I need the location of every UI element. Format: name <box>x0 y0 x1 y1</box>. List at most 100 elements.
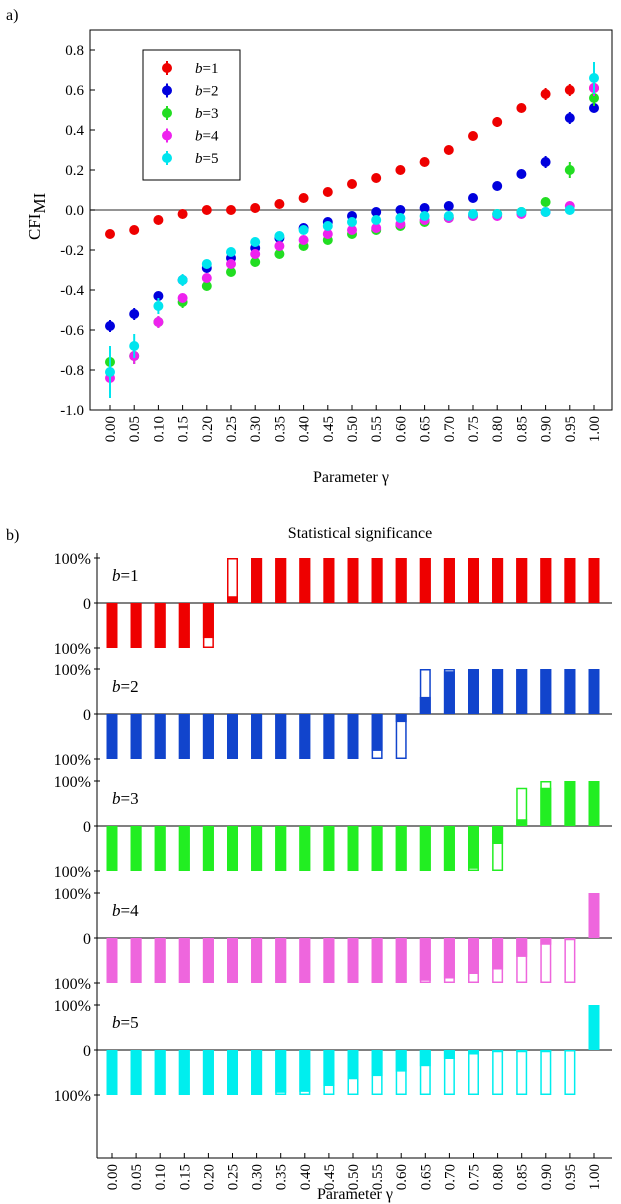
y-tick-label: 100% <box>54 752 91 769</box>
data-point <box>492 181 503 191</box>
data-point <box>540 157 551 167</box>
data-point <box>589 73 599 83</box>
y-tick-label: 0.8 <box>65 43 84 59</box>
x-tick-label: 0.65 <box>418 416 434 442</box>
plot-frame <box>89 29 613 411</box>
data-point <box>468 209 478 219</box>
data-point <box>395 205 406 215</box>
x-tick-label: 1.00 <box>587 416 603 442</box>
subplot-label-var: b <box>112 789 121 808</box>
y-tick-label: 100% <box>54 864 91 881</box>
legend-marker <box>162 108 172 118</box>
legend-label: b=5 <box>195 151 218 167</box>
y-tick-label: 0 <box>83 819 91 836</box>
bar-fill <box>371 1050 383 1077</box>
y-tick-label: 100% <box>54 662 91 679</box>
bar-fill <box>347 826 359 871</box>
x-tick-label: 0.85 <box>514 416 530 442</box>
data-point <box>201 281 212 291</box>
x-tick-label: 0.65 <box>418 1164 434 1190</box>
data-point <box>250 237 261 247</box>
bar-fill <box>202 714 214 759</box>
bar-fill <box>443 671 455 714</box>
data-point <box>322 221 333 231</box>
data-point <box>153 291 164 301</box>
subplot-label-value: =5 <box>121 1013 139 1032</box>
data-point <box>371 173 382 183</box>
x-tick-label: 0.45 <box>321 416 337 442</box>
bar-fill <box>468 1050 479 1055</box>
bar-fill <box>371 558 383 603</box>
bar-outline <box>227 558 238 603</box>
subplot-label-var: b <box>112 901 121 920</box>
x-tick-label: 0.35 <box>274 1164 290 1190</box>
bar-fill <box>323 714 335 759</box>
panel-b-label: b) <box>6 527 19 544</box>
data-point <box>371 223 382 233</box>
bar-fill <box>154 603 166 648</box>
bar-fill <box>323 826 335 871</box>
data-point <box>516 207 527 217</box>
data-point <box>371 207 382 217</box>
data-point <box>250 249 261 259</box>
data-point <box>105 367 115 377</box>
series-b=5 <box>105 62 599 398</box>
bar-fill <box>154 826 166 871</box>
legend-label: b=3 <box>195 106 218 122</box>
subplot-label-var: b <box>112 566 121 585</box>
x-tick-label: 0.20 <box>201 1164 217 1190</box>
data-point <box>105 321 115 331</box>
bar-fill <box>299 938 311 983</box>
subplot-b=2: 100% 0 100% b=2 <box>54 662 612 769</box>
x-tick-label: 0.20 <box>200 416 216 442</box>
data-point <box>395 213 406 223</box>
data-point <box>153 215 164 225</box>
bar-fill <box>564 1050 576 1052</box>
data-point <box>347 225 357 235</box>
bar-outline <box>468 1050 479 1095</box>
data-point <box>468 193 478 203</box>
data-point <box>468 131 478 141</box>
bar-fill <box>443 938 455 979</box>
data-point <box>564 205 575 215</box>
data-point <box>298 225 309 235</box>
data-point <box>589 103 599 113</box>
x-tick-label: 0.60 <box>393 416 409 442</box>
bar-outline <box>516 1050 528 1095</box>
bar-fill <box>564 781 576 826</box>
subplot-label: b=4 <box>112 901 139 920</box>
x-tick-label: 0.10 <box>153 1164 169 1190</box>
x-tick-label: 0.40 <box>298 1164 314 1190</box>
x-axis-label: Parameter γ <box>317 1186 393 1203</box>
bar-fill <box>395 558 407 603</box>
bar-fill <box>227 1050 238 1095</box>
x-tick-label: 0.50 <box>346 1164 362 1190</box>
bar-fill <box>299 1050 311 1092</box>
bar-fill <box>130 603 142 648</box>
data-point <box>129 225 140 235</box>
y-tick-label: -0.8 <box>60 363 84 379</box>
bar-fill <box>516 819 528 826</box>
bar-fill <box>419 938 431 981</box>
y-tick-label: 100% <box>54 551 91 568</box>
bar-fill <box>419 826 431 871</box>
bar-fill <box>347 938 359 983</box>
data-point <box>298 193 309 203</box>
bar-fill <box>130 826 142 871</box>
bar-fill <box>492 669 504 714</box>
data-point <box>274 231 285 241</box>
bar-fill <box>323 558 335 603</box>
legend-marker <box>162 130 172 141</box>
x-tick-label: 0.25 <box>226 1164 242 1190</box>
data-point <box>226 267 236 277</box>
bar-fill <box>106 826 118 871</box>
bar-fill <box>347 714 359 759</box>
bar-fill <box>588 558 600 603</box>
bar-fill <box>371 826 383 871</box>
data-point <box>226 247 236 257</box>
data-point <box>129 341 140 351</box>
data-point <box>226 259 236 269</box>
data-point <box>274 249 285 259</box>
x-tick-label: 0.45 <box>322 1164 338 1190</box>
x-tick-label: 0.30 <box>248 416 264 442</box>
